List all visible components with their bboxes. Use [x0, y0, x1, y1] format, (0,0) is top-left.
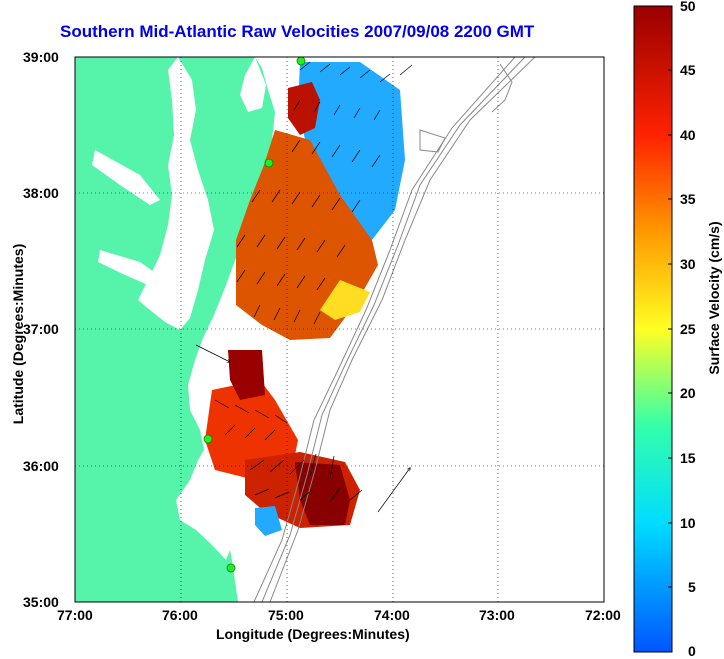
y-tick-label: 39:00	[23, 49, 59, 65]
chesapeake-bay	[138, 57, 214, 330]
colorbar	[633, 5, 673, 653]
x-tick-label: 75:00	[268, 607, 304, 623]
velocity-patch-south-dark	[295, 462, 350, 525]
site-marker	[203, 434, 213, 444]
colorbar-tick-label: 45	[680, 62, 696, 78]
x-tick-label: 73:00	[479, 607, 515, 623]
x-tick-label: 72:00	[585, 607, 621, 623]
colorbar-tick-label: 5	[688, 579, 696, 595]
colorbar-tick-label: 0	[688, 643, 696, 659]
hf-radar-sites	[203, 57, 306, 573]
y-tick-label: 36:00	[23, 458, 59, 474]
velocity-patch-north	[298, 62, 405, 240]
site-marker	[226, 563, 236, 573]
colorbar-tick-label: 50	[680, 0, 696, 14]
map-grid	[75, 57, 604, 602]
colorbar-tick-label: 15	[680, 450, 696, 466]
site-marker	[264, 158, 274, 168]
colorbar-tick-label: 25	[680, 321, 696, 337]
colorbar-tick-label: 10	[680, 515, 696, 531]
land-mass	[75, 57, 275, 602]
x-tick-label: 76:00	[162, 607, 198, 623]
velocity-patch-south-blue	[255, 506, 282, 536]
velocity-patch-central-yellow	[320, 280, 370, 320]
velocity-patch-north-red	[288, 82, 320, 135]
colorbar-tick-label: 35	[680, 191, 696, 207]
delaware-bay	[240, 57, 266, 112]
colorbar-tick-label: 20	[680, 385, 696, 401]
y-tick-label: 35:00	[23, 594, 59, 610]
site-marker	[296, 57, 306, 66]
y-tick-label: 38:00	[23, 185, 59, 201]
x-tick-label: 77:00	[57, 607, 93, 623]
colorbar-label: Surface Velocity (cm/s)	[706, 221, 722, 375]
y-axis-label: Latitude (Degrees:Minutes)	[10, 243, 26, 425]
colorbar-tick-label: 30	[680, 256, 696, 272]
colorbar-ticks	[668, 69, 672, 588]
colorbar-tick-label: 40	[680, 127, 696, 143]
x-tick-label: 74:00	[374, 607, 410, 623]
velocity-patch-mid-dark	[228, 350, 265, 400]
river-inlet-1	[92, 150, 160, 205]
map-title: Southern Mid-Atlantic Raw Velocities 200…	[60, 22, 535, 41]
y-tick-label: 37:00	[23, 321, 59, 337]
velocity-vectors	[195, 61, 413, 513]
river-inlet-2	[98, 250, 165, 288]
velocity-patch-mid	[205, 380, 298, 480]
plot-frame	[74, 56, 605, 603]
x-axis-label: Longitude (Degrees:Minutes)	[216, 626, 410, 642]
bathymetry-contours	[253, 57, 536, 602]
